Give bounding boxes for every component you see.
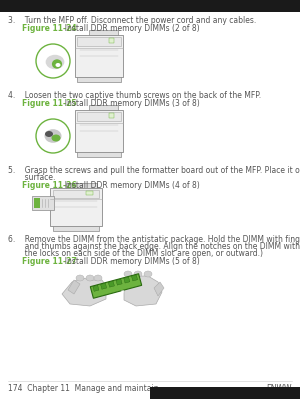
Bar: [32, 196, 54, 209]
Text: Install DDR memory DIMMs (3 of 8): Install DDR memory DIMMs (3 of 8): [60, 99, 200, 108]
Text: Figure 11-24: Figure 11-24: [22, 24, 76, 33]
Polygon shape: [62, 278, 106, 306]
Ellipse shape: [52, 59, 62, 69]
Polygon shape: [93, 285, 99, 291]
Text: 174  Chapter 11  Manage and maintain: 174 Chapter 11 Manage and maintain: [8, 384, 159, 393]
Ellipse shape: [52, 134, 61, 142]
Polygon shape: [100, 283, 107, 289]
Text: Figure 11-26: Figure 11-26: [22, 181, 76, 190]
Text: 6.    Remove the DIMM from the antistatic package. Hold the DIMM with fingers ag: 6. Remove the DIMM from the antistatic p…: [8, 235, 300, 244]
Polygon shape: [121, 290, 124, 293]
Bar: [150, 387, 300, 399]
Text: 4.    Loosen the two captive thumb screws on the back of the MFP.: 4. Loosen the two captive thumb screws o…: [8, 91, 261, 100]
Text: ENWW: ENWW: [266, 384, 292, 393]
Ellipse shape: [144, 271, 152, 277]
Text: 5.    Grasp the screws and pull the formatter board out of the MFP. Place it on : 5. Grasp the screws and pull the formatt…: [8, 166, 300, 175]
Bar: [50, 188, 102, 226]
Ellipse shape: [46, 55, 64, 69]
Text: 3.    Turn the MFP off. Disconnect the power cord and any cables.: 3. Turn the MFP off. Disconnect the powe…: [8, 16, 256, 25]
Text: Install DDR memory DIMMs (4 of 8): Install DDR memory DIMMs (4 of 8): [60, 181, 200, 190]
Text: Install DDR memory DIMMs (5 of 8): Install DDR memory DIMMs (5 of 8): [60, 257, 200, 266]
Polygon shape: [124, 277, 130, 283]
Ellipse shape: [124, 271, 132, 277]
Ellipse shape: [76, 275, 84, 281]
Bar: [77, 37, 121, 46]
Bar: [77, 152, 121, 157]
Bar: [109, 113, 114, 118]
Polygon shape: [124, 276, 162, 306]
Text: Figure 11-25: Figure 11-25: [22, 99, 76, 108]
Text: the locks on each side of the DIMM slot are open, or outward.): the locks on each side of the DIMM slot …: [8, 249, 263, 258]
Ellipse shape: [44, 129, 62, 143]
Polygon shape: [154, 282, 164, 296]
Ellipse shape: [56, 63, 61, 67]
Polygon shape: [131, 275, 138, 281]
Text: Figure 11-27: Figure 11-27: [22, 257, 77, 266]
Bar: [52, 190, 99, 198]
Text: and thumbs against the back edge. Align the notches on the DIMM with the DIMM sl: and thumbs against the back edge. Align …: [8, 242, 300, 251]
Ellipse shape: [134, 271, 142, 277]
Bar: [89, 105, 118, 110]
Polygon shape: [68, 280, 80, 294]
Bar: [89, 30, 118, 35]
Bar: [109, 38, 114, 43]
Ellipse shape: [45, 131, 53, 137]
Circle shape: [36, 119, 70, 153]
Polygon shape: [108, 281, 114, 287]
Bar: [66, 184, 97, 188]
Bar: [0, 0, 300, 12]
Bar: [75, 110, 123, 152]
Circle shape: [36, 44, 70, 78]
Bar: [75, 35, 123, 77]
Bar: [34, 198, 40, 207]
Bar: [77, 77, 121, 82]
Polygon shape: [90, 274, 142, 298]
Bar: [86, 191, 93, 195]
Bar: [52, 226, 99, 231]
Text: Install DDR memory DIMMs (2 of 8): Install DDR memory DIMMs (2 of 8): [60, 24, 200, 33]
Ellipse shape: [86, 275, 94, 281]
Text: surface.: surface.: [8, 173, 56, 182]
Polygon shape: [116, 279, 122, 285]
Bar: [77, 112, 121, 121]
Ellipse shape: [94, 275, 102, 281]
